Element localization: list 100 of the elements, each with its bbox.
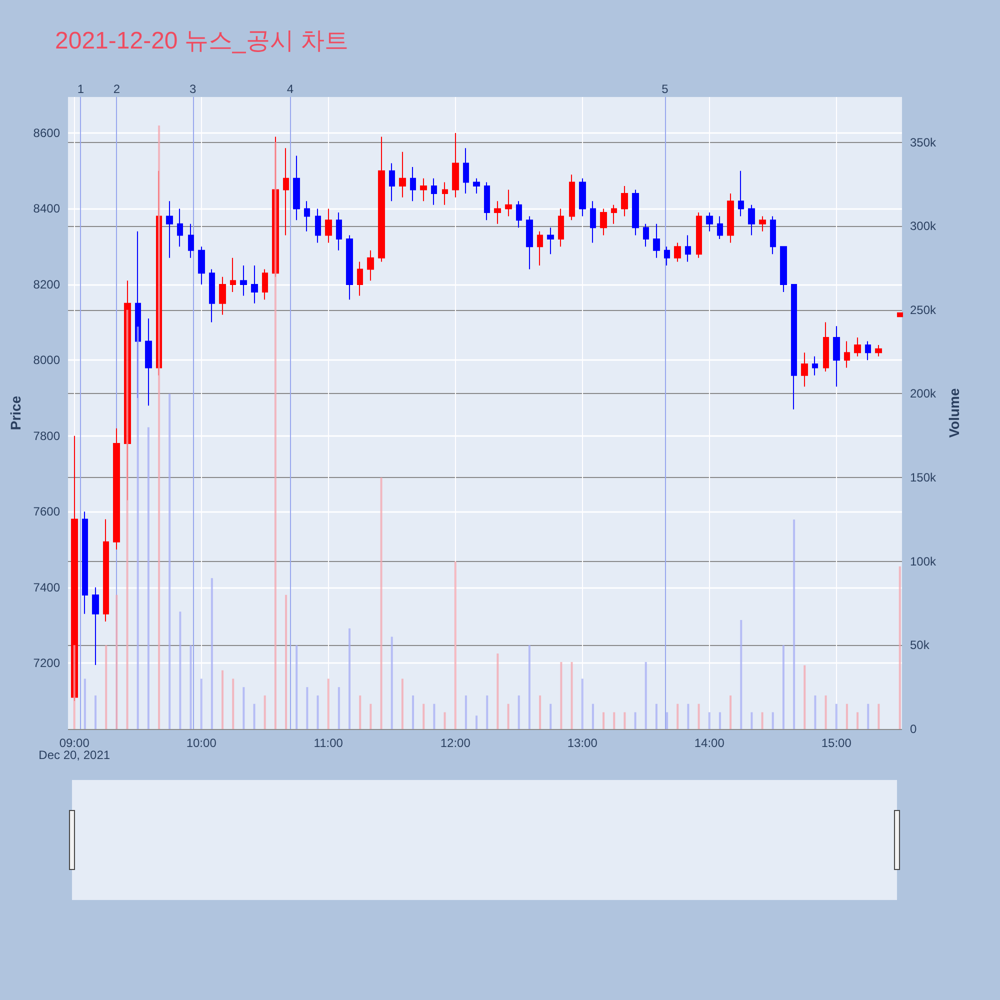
candlestick (558, 208, 564, 248)
bar (359, 695, 362, 729)
candlestick (209, 268, 215, 323)
bar (401, 678, 404, 729)
bar (708, 712, 710, 729)
bar (581, 678, 584, 729)
candlestick (759, 216, 766, 232)
candlestick (632, 189, 639, 236)
bar (634, 712, 636, 729)
candlestick (293, 155, 300, 221)
bar (433, 704, 436, 729)
bar (486, 695, 488, 729)
candlestick (198, 246, 205, 285)
candlestick (399, 151, 406, 198)
bar (750, 712, 753, 729)
ref-line-label: 3 (190, 82, 197, 96)
y-tick-label: 8400 (33, 202, 60, 216)
candlestick (854, 336, 861, 357)
bar (898, 566, 901, 729)
candlestick (780, 246, 787, 293)
bar (390, 636, 393, 729)
candlestick (664, 246, 670, 266)
bar (285, 594, 288, 729)
candlestick (113, 428, 120, 550)
x-tick-label: 14:00 (694, 736, 725, 750)
candlestick (325, 208, 332, 244)
bar (168, 394, 171, 729)
bar (422, 704, 425, 729)
bar (412, 695, 414, 729)
bar (782, 645, 784, 729)
candlestick (389, 162, 395, 202)
candlestick (738, 170, 744, 217)
x-tick-label: 11:00 (314, 736, 344, 750)
candlestick (897, 312, 903, 318)
bar (878, 704, 880, 729)
bar (772, 712, 774, 729)
bar (210, 578, 213, 729)
x-tick-label: 12:00 (440, 736, 471, 750)
candlestick (706, 212, 713, 232)
candlestick (547, 227, 554, 255)
bar (814, 695, 816, 729)
bar (666, 712, 668, 729)
bar (306, 687, 308, 729)
bar (592, 704, 594, 729)
bar (507, 704, 510, 729)
candlestick (643, 223, 649, 248)
x-tick-label: 10:00 (186, 736, 217, 750)
candlestick (219, 276, 226, 316)
bar (560, 662, 562, 729)
bar (190, 645, 192, 729)
bar (444, 712, 446, 729)
ref-line-label: 1 (77, 82, 84, 96)
bar (644, 662, 647, 729)
bar (528, 645, 530, 729)
candlestick (230, 257, 236, 293)
chart-title: 2021-12-20 뉴스_공시 차트 (55, 28, 348, 54)
y2-tick-label: 100k (910, 554, 938, 568)
y2-tick-label: 250k (910, 302, 938, 317)
bar (476, 716, 478, 729)
candlestick (748, 204, 755, 236)
bar (116, 594, 118, 729)
bar (624, 712, 626, 729)
candlestick (188, 223, 194, 258)
bar (200, 678, 202, 729)
bar (253, 704, 256, 729)
y2-tick-label: 150k (910, 470, 938, 485)
bar (613, 712, 616, 729)
bar (856, 712, 859, 729)
bar (687, 704, 690, 729)
bar (73, 645, 76, 729)
y-tick-label: 7800 (33, 428, 60, 443)
candlestick (315, 208, 321, 244)
candlestick (590, 200, 596, 244)
y2-tick-label: 50k (910, 638, 930, 652)
bar (761, 712, 764, 729)
bar (539, 695, 542, 729)
bar (348, 628, 351, 729)
candlestick (378, 136, 385, 262)
candlestick (463, 148, 469, 194)
y-tick-label: 7200 (33, 656, 60, 670)
bar (835, 704, 838, 729)
bar (242, 687, 245, 729)
candlestick (653, 223, 660, 258)
candlestick (812, 356, 818, 376)
candlestick (442, 182, 448, 206)
x-tick-label: 09:00 Dec 20, 2021 (38, 736, 110, 762)
bar (380, 478, 382, 729)
bar (264, 695, 266, 729)
bar (804, 665, 806, 729)
candlestick (431, 178, 437, 206)
candlestick (357, 261, 363, 296)
candlestick (844, 340, 850, 368)
y-tick-label: 7400 (33, 580, 60, 594)
candlestick (791, 284, 797, 410)
candlestick (823, 322, 829, 372)
candlestick (579, 178, 586, 217)
bar (105, 645, 108, 729)
candlestick (516, 200, 522, 228)
y2-tick-label: 200k (910, 386, 938, 401)
bar (793, 519, 796, 729)
